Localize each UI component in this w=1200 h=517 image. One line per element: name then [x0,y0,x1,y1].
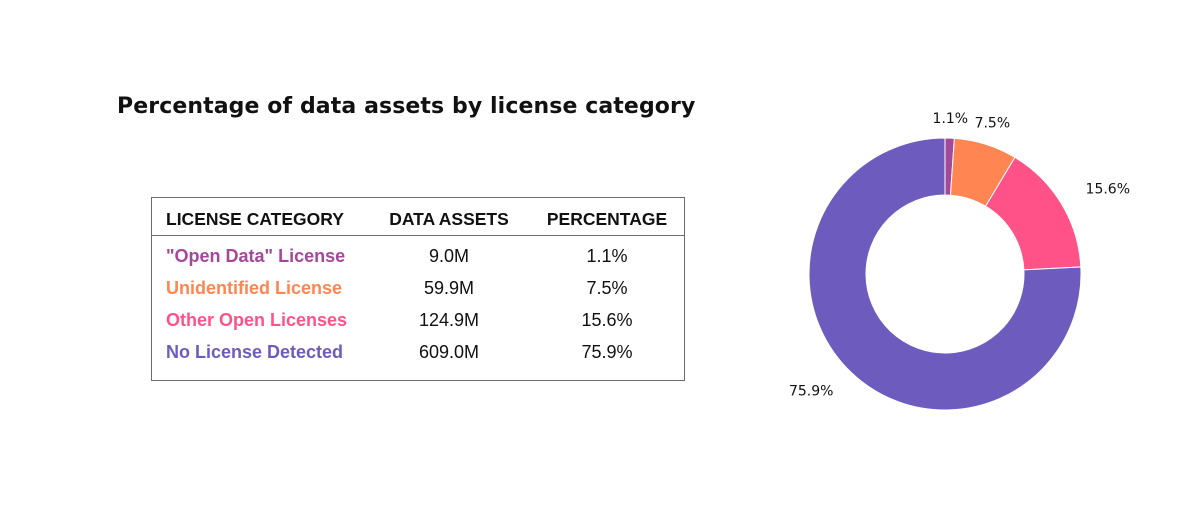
table-row-no-license: No License Detected 609.0M 75.9% [152,342,684,374]
cell-assets: 124.9M [418,310,480,330]
cell-percentage: 7.5% [586,278,628,298]
label-other-open: 15.6% [1086,181,1130,197]
label-no-license: 75.9% [789,383,833,399]
chart-title: Percentage of data assets by license cat… [117,94,696,119]
cell-assets: 59.9M [423,278,475,298]
header-data-assets: DATA ASSETS [389,209,509,229]
donut-slices [808,137,1082,411]
table-header: LICENSE CATEGORY DATA ASSETS PERCENTAGE [152,198,684,236]
cell-category: Unidentified License [166,278,343,298]
cell-percentage: 1.1% [586,246,628,266]
table-row-other-open: Other Open Licenses 124.9M 15.6% [152,310,684,342]
cell-assets: 609.0M [418,342,480,362]
cell-category: No License Detected [166,342,344,362]
license-table: LICENSE CATEGORY DATA ASSETS PERCENTAGE … [151,197,685,381]
cell-percentage: 75.9% [581,342,633,362]
label-open-data: 1.1% [933,111,969,127]
cell-category: "Open Data" License [166,246,346,266]
donut-labels: 1.1% 7.5% 15.6% 75.9% [789,111,1130,399]
cell-category: Other Open Licenses [166,310,348,330]
donut-chart: 1.1% 7.5% 15.6% 75.9% [789,111,1130,411]
slice-no-license [808,137,1082,411]
table-row-open-data: "Open Data" License 9.0M 1.1% [152,246,684,278]
cell-percentage: 15.6% [581,310,633,330]
table-row-unidentified: Unidentified License 59.9M 7.5% [152,278,684,310]
header-percentage: PERCENTAGE [546,209,668,229]
header-license-category: LICENSE CATEGORY [166,209,344,229]
label-unidentified: 7.5% [975,115,1011,131]
cell-assets: 9.0M [428,246,470,266]
